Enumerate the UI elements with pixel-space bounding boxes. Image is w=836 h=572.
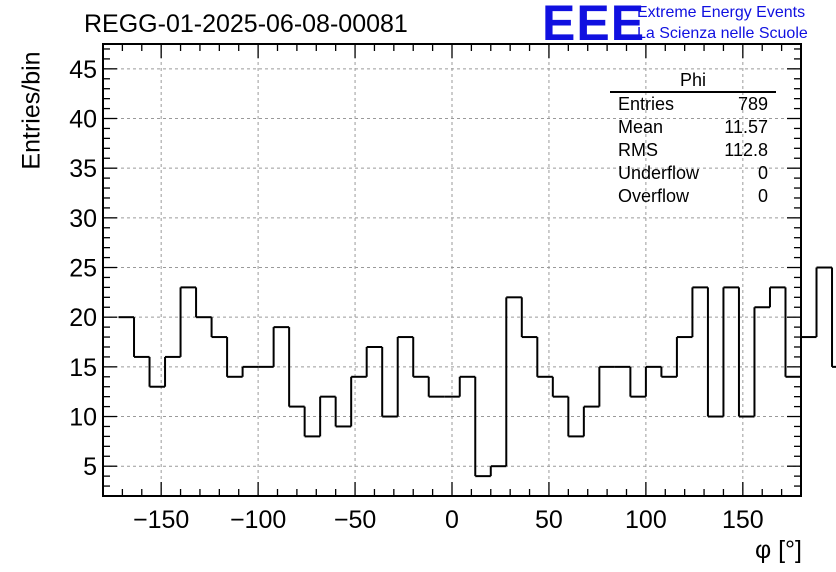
stats-value: 0: [757, 163, 768, 183]
y-axis-label: Entries/bin: [17, 51, 46, 170]
y-tick-label: 15: [69, 354, 97, 382]
stats-value: 0: [757, 186, 768, 206]
y-tick-label: 40: [69, 106, 97, 134]
x-tick-label: 50: [535, 506, 563, 534]
x-axis-label: φ [°]: [754, 536, 802, 564]
chart-title: REGG-01-2025-06-08-00081: [84, 10, 408, 38]
stats-box: Phi Entries 789 Mean 11.57 RMS 112.8 Und…: [610, 70, 776, 208]
x-tick-label: 0: [445, 506, 459, 534]
stats-label: Entries: [618, 94, 675, 114]
y-tick-label: 5: [83, 453, 97, 481]
x-tick-label: 100: [625, 506, 667, 534]
x-tick-label: −50: [334, 506, 376, 534]
x-tick-label: −150: [133, 506, 189, 534]
stats-value: 112.8: [724, 140, 768, 160]
y-tick-label: 35: [69, 155, 97, 183]
y-tick-label: 45: [69, 56, 97, 84]
stats-label: Mean: [618, 117, 664, 137]
stats-row-underflow: Underflow 0: [610, 162, 776, 185]
stats-value: 11.57: [724, 117, 768, 137]
stats-label: Overflow: [618, 186, 690, 206]
plot-frame: [102, 43, 802, 497]
logo-tagline-2: La Scienza nelle Scuole: [637, 25, 808, 42]
stats-row-rms: RMS 112.8: [610, 139, 776, 162]
stats-value: 789: [737, 94, 768, 114]
x-tick-label: −100: [230, 506, 286, 534]
stats-row-mean: Mean 11.57: [610, 116, 776, 139]
y-tick-label: 10: [69, 404, 97, 432]
x-tick-label: 150: [722, 506, 764, 534]
y-tick-label: 20: [69, 304, 97, 332]
stats-row-entries: Entries 789: [610, 93, 776, 116]
stats-box-title: Phi: [610, 70, 776, 93]
stats-label: RMS: [618, 140, 658, 160]
y-tick-label: 30: [69, 205, 97, 233]
y-tick-label: 25: [69, 255, 97, 283]
stats-label: Underflow: [618, 163, 700, 183]
eee-logo: EEE: [542, 0, 646, 51]
logo-tagline-1: Extreme Energy Events: [637, 4, 806, 21]
stats-row-overflow: Overflow 0: [610, 185, 776, 208]
